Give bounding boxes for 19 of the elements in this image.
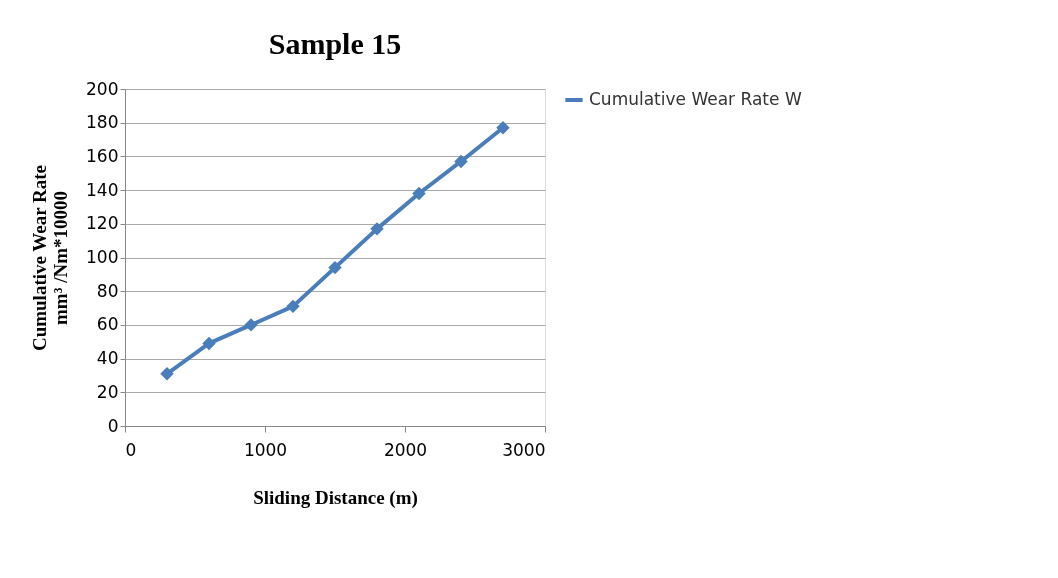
y-tick-label: 0 <box>107 415 119 436</box>
chart-title: Sample 15 <box>268 27 402 60</box>
y-tick-label: 60 <box>96 314 119 335</box>
x-tick-label: 2000 <box>383 439 428 460</box>
x-tick-label: 0 <box>125 439 137 460</box>
y-tick-label: 140 <box>86 179 119 200</box>
legend-label: Cumulative Wear Rate W <box>589 89 802 109</box>
x-tick-label: 3000 <box>502 439 546 460</box>
y-tick-label: 100 <box>86 247 119 267</box>
y-tick-label: 200 <box>86 78 119 99</box>
y-tick-label: 160 <box>86 145 119 166</box>
y-tick-label: 180 <box>86 112 119 133</box>
y-tick-label: 40 <box>96 348 119 369</box>
x-tick-label: 1000 <box>243 439 288 460</box>
y-tick-label: 20 <box>96 381 119 402</box>
y-tick-label: 120 <box>86 213 119 234</box>
x-axis-title: Sliding Distance (m) <box>253 486 418 509</box>
y-axis-title: Cumulative Wear Rate mm³ /Nm*10000 <box>29 164 72 352</box>
y-tick-label: 80 <box>96 280 119 301</box>
